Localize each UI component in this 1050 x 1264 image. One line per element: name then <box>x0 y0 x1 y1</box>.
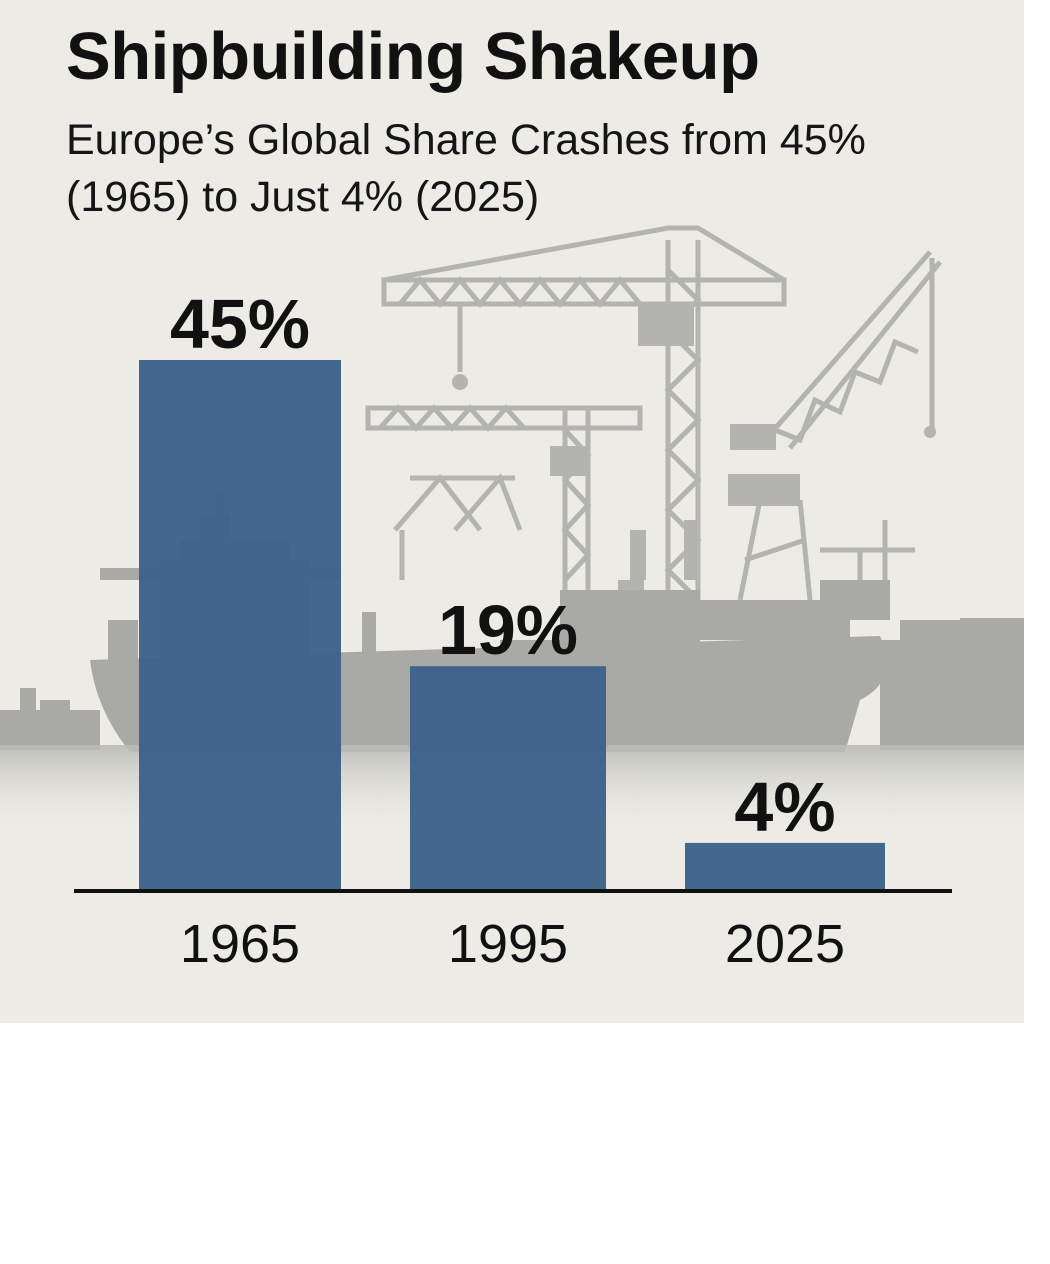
page-title: Shipbuilding Shakeup <box>66 19 760 94</box>
page-subtitle: Europe’s Global Share Crashes from 45% (… <box>66 116 866 221</box>
bar-1995 <box>410 666 606 890</box>
bar-chart: 45% 1965 19% 1995 4% 2025 <box>74 285 952 974</box>
bar-1965 <box>139 360 341 890</box>
data-label-2025: 4% <box>734 768 835 846</box>
infographic-card: Shipbuilding Shakeup Europe’s Global Sha… <box>0 0 1024 1023</box>
data-label-1965: 45% <box>170 285 310 363</box>
data-label-1995: 19% <box>438 591 578 669</box>
x-tick-label-2025: 2025 <box>725 914 845 974</box>
x-tick-label-1965: 1965 <box>180 914 300 974</box>
x-tick-label-1995: 1995 <box>448 914 568 974</box>
crane-icons <box>365 225 942 610</box>
bar-2025 <box>685 842 885 890</box>
